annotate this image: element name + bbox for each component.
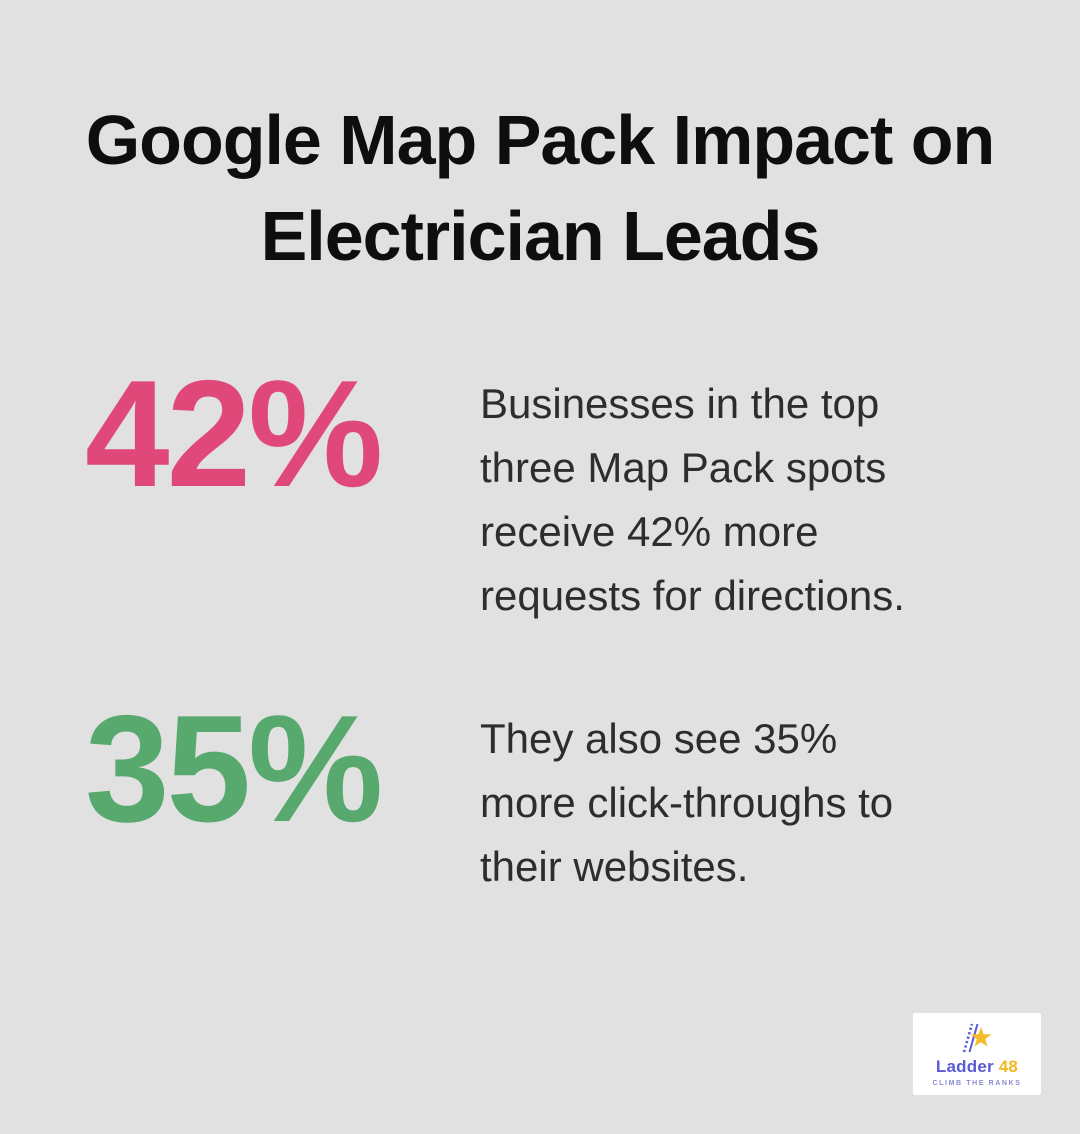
logo-card: Ladder 48 CLIMB THE RANKS: [913, 1013, 1041, 1095]
stat-value-clickthroughs: 35%: [85, 684, 383, 854]
title-line-1: Google Map Pack Impact on: [85, 101, 996, 179]
stat-line: requests for directions.: [480, 572, 905, 619]
logo-wordmark: Ladder 48: [936, 1057, 1018, 1077]
stat-line: receive 42% more: [480, 508, 819, 555]
stat-line: more click-throughs to: [480, 779, 894, 826]
stat-line: three Map Pack spots: [480, 444, 887, 491]
page-title: Google Map Pack Impact on Electrician Le…: [0, 92, 1080, 284]
stat-description-clickthroughs: They also see 35% more click-throughs to…: [480, 707, 990, 899]
stat-row-clickthroughs: 35% They also see 35% more click-through…: [85, 693, 990, 899]
stat-value-directions: 42%: [85, 349, 383, 519]
logo-number: 48: [998, 1057, 1019, 1076]
stat-row-directions: 42% Businesses in the top three Map Pack…: [85, 358, 990, 628]
stat-line: Businesses in the top: [480, 380, 880, 427]
stat-description-directions: Businesses in the top three Map Pack spo…: [480, 372, 990, 628]
title-line-2: Electrician Leads: [260, 197, 821, 275]
stat-line: They also see 35%: [480, 715, 838, 762]
logo-name: Ladder: [935, 1057, 994, 1076]
stat-line: their websites.: [480, 843, 749, 890]
ladder-star-icon: [962, 1023, 992, 1053]
logo-tagline: CLIMB THE RANKS: [932, 1080, 1022, 1087]
